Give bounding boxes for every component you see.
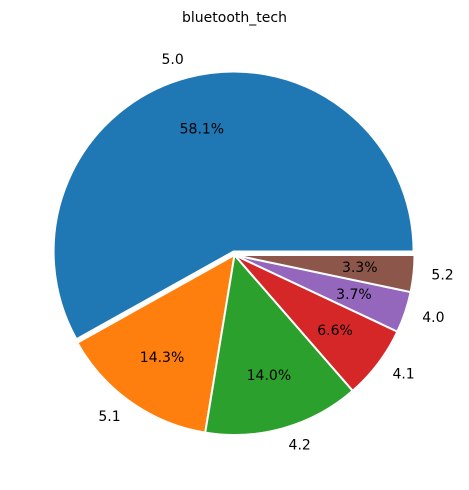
slice-label-4-0: 4.0 — [422, 310, 444, 326]
slices-layer — [52, 70, 416, 436]
slice-label-5-1: 5.1 — [98, 409, 120, 425]
labels-layer: 58.1% 5.0 14.3% 5.1 14.0% 4.2 6.6% 4.1 3.7% 4.0 3.… — [98, 52, 453, 454]
pie-slice-5-0 — [52, 70, 415, 341]
slice-label-4-2: 4.2 — [289, 437, 311, 453]
pie-slice-5-1 — [76, 254, 236, 434]
pct-label-5-1: 14.3% — [140, 350, 184, 366]
pct-label-4-2: 14.0% — [247, 368, 291, 384]
slice-label-5-0: 5.0 — [161, 52, 183, 68]
pct-label-4-1: 6.6% — [317, 323, 353, 339]
pct-label-5-2: 3.3% — [342, 260, 378, 276]
pct-label-5-0: 58.1% — [180, 122, 224, 138]
chart-title: bluetooth_tech — [182, 10, 287, 26]
pct-label-4-0: 3.7% — [336, 287, 372, 303]
pie-slice-4-2 — [204, 254, 354, 436]
slice-label-5-2: 5.2 — [431, 267, 453, 283]
slice-label-4-1: 4.1 — [392, 366, 414, 382]
pie-slice-5-2 — [233, 254, 416, 294]
